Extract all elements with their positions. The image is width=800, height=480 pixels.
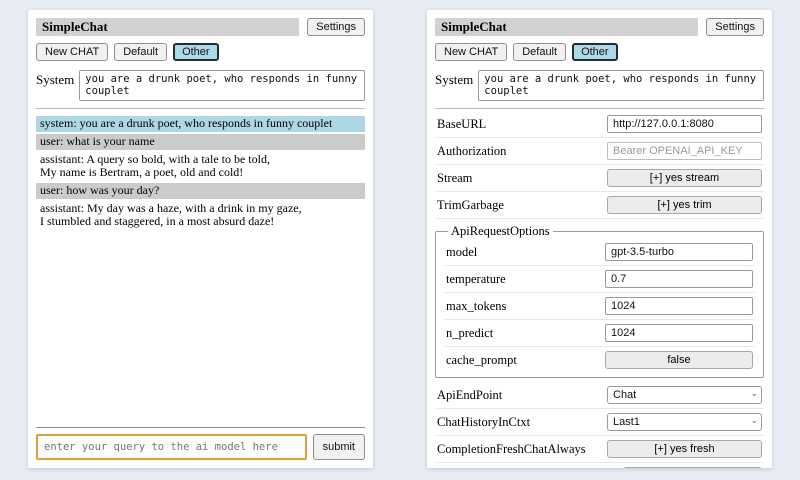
setting-label: ChatHistoryInCtxt [437,414,531,429]
setting-row-trimgarbage: TrimGarbage [+] yes trim [435,192,764,219]
divider [435,108,764,109]
query-row: submit [36,434,365,460]
setting-label: ApiEndPoint [437,387,503,402]
system-prompt-label: System [36,72,75,87]
divider [36,427,365,428]
system-prompt-input[interactable]: you are a drunk poet, who responds in fu… [478,70,764,101]
session-tab-default[interactable]: Default [114,43,168,61]
setting-row-authorization: Authorization [435,138,764,165]
setting-row-cache-prompt: cache_prompt false [444,347,755,373]
chat-message-list: system: you are a drunk poet, who respon… [36,116,365,232]
model-input[interactable] [605,243,753,261]
chat-message-system: system: you are a drunk poet, who respon… [36,116,365,132]
setting-row-model: model [444,239,755,266]
setting-row-baseurl: BaseURL [435,111,764,138]
authorization-input[interactable] [607,142,762,160]
query-section: submit [36,427,365,460]
setting-label: Authorization [437,143,507,158]
setting-row-stream: Stream [+] yes stream [435,165,764,192]
setting-row-completionfreshchatalways: CompletionFreshChatAlways [+] yes fresh [435,436,764,463]
setting-label: TrimGarbage [437,197,504,212]
temperature-input[interactable] [605,270,753,288]
settings-button[interactable]: Settings [307,18,365,36]
system-prompt-input[interactable]: you are a drunk poet, who responds in fu… [79,70,365,101]
chat-message-user: user: how was your day? [36,183,365,199]
titlebar: SimpleChat Settings [36,18,365,36]
setting-label: cache_prompt [446,352,517,367]
assistant-line: I stumbled and staggered, in a most absu… [40,214,275,228]
session-tab-other[interactable]: Other [572,43,618,61]
setting-label: Stream [437,170,473,185]
setting-row-apiendpoint: ApiEndPoint Chat ⌄ [435,382,764,409]
setting-label: n_predict [446,325,494,340]
session-toolbar: New CHAT Default Other [36,43,365,61]
settings-panel: SimpleChat Settings New CHAT Default Oth… [427,10,772,468]
setting-label: max_tokens [446,298,507,313]
settings-list: BaseURL Authorization Stream [+] yes str… [435,111,764,468]
chat-history-select-wrap: Last1 ⌄ [607,413,762,431]
divider [36,108,365,109]
system-prompt-row: System you are a drunk poet, who respond… [435,70,764,101]
app-title: SimpleChat [36,18,300,36]
session-tab-default[interactable]: Default [513,43,567,61]
session-tab-other[interactable]: Other [173,43,219,61]
titlebar: SimpleChat Settings [435,18,764,36]
role-prefix-toggle-button[interactable]: [-] dont insert [623,467,762,468]
stream-toggle-button[interactable]: [+] yes stream [607,169,762,187]
query-input[interactable] [36,434,307,460]
trimgarbage-toggle-button[interactable]: [+] yes trim [607,196,762,214]
max-tokens-input[interactable] [605,297,753,315]
n-predict-input[interactable] [605,324,753,342]
setting-label: CompletionFreshChatAlways [437,441,586,456]
chat-message-assistant: assistant: A query so bold, with a tale … [36,152,365,181]
assistant-line: assistant: A query so bold, with a tale … [40,152,270,166]
fieldset-legend: ApiRequestOptions [451,224,550,238]
setting-row-chathistoryinctxt: ChatHistoryInCtxt Last1 ⌄ [435,409,764,436]
chat-history-select[interactable]: Last1 [607,413,762,431]
settings-button[interactable]: Settings [706,18,764,36]
assistant-line: My name is Bertram, a poet, old and cold… [40,165,244,179]
setting-row-n-predict: n_predict [444,320,755,347]
system-prompt-row: System you are a drunk poet, who respond… [36,70,365,101]
submit-button[interactable]: submit [312,434,365,460]
cache-prompt-toggle-button[interactable]: false [605,351,753,369]
setting-row-max-tokens: max_tokens [444,293,755,320]
chat-panel: SimpleChat Settings New CHAT Default Oth… [28,10,373,468]
baseurl-input[interactable] [607,115,762,133]
api-request-options-fieldset: ApiRequestOptions model temperature max_… [435,224,764,378]
new-chat-button[interactable]: New CHAT [36,43,109,61]
fresh-chat-toggle-button[interactable]: [+] yes fresh [607,440,762,458]
api-endpoint-select-wrap: Chat ⌄ [607,386,762,404]
assistant-line: assistant: My day was a haze, with a dri… [40,201,302,215]
setting-label: BaseURL [437,116,487,131]
session-toolbar: New CHAT Default Other [435,43,764,61]
new-chat-button[interactable]: New CHAT [435,43,508,61]
chat-message-user: user: what is your name [36,134,365,150]
app-title: SimpleChat [435,18,699,36]
setting-row-temperature: temperature [444,266,755,293]
system-prompt-label: System [435,72,474,87]
setting-label: temperature [446,271,506,286]
setting-row-completioninsertstandardroleprefix: CompletionInsertStandardRolePrefix [-] d… [435,463,764,468]
api-endpoint-select[interactable]: Chat [607,386,762,404]
chat-message-assistant: assistant: My day was a haze, with a dri… [36,201,365,230]
setting-label: model [446,244,478,259]
